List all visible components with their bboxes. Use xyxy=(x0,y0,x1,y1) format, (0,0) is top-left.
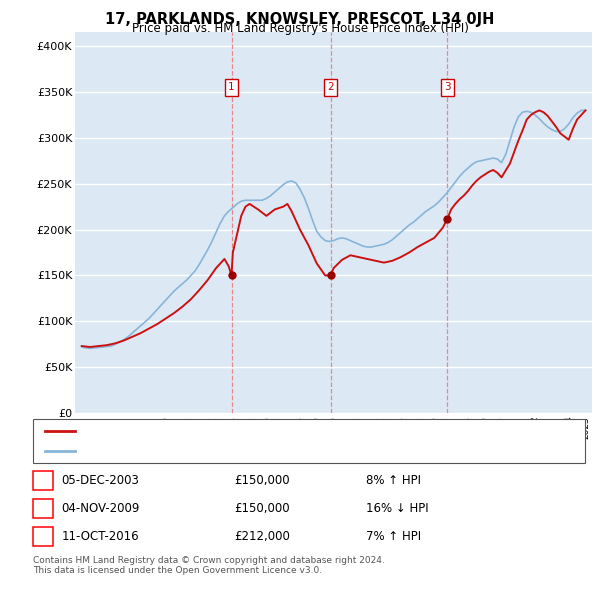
Text: Price paid vs. HM Land Registry's House Price Index (HPI): Price paid vs. HM Land Registry's House … xyxy=(131,22,469,35)
Text: 7% ↑ HPI: 7% ↑ HPI xyxy=(366,530,421,543)
Text: 17, PARKLANDS, KNOWSLEY, PRESCOT, L34 0JH (detached house): 17, PARKLANDS, KNOWSLEY, PRESCOT, L34 0J… xyxy=(78,427,421,436)
Text: 1: 1 xyxy=(228,83,235,93)
Text: 3: 3 xyxy=(40,530,47,543)
Text: 2: 2 xyxy=(328,83,334,93)
Text: Contains HM Land Registry data © Crown copyright and database right 2024.: Contains HM Land Registry data © Crown c… xyxy=(33,556,385,565)
Text: 8% ↑ HPI: 8% ↑ HPI xyxy=(366,474,421,487)
Text: 11-OCT-2016: 11-OCT-2016 xyxy=(61,530,139,543)
Text: 3: 3 xyxy=(444,83,451,93)
Text: This data is licensed under the Open Government Licence v3.0.: This data is licensed under the Open Gov… xyxy=(33,566,322,575)
Text: HPI: Average price, detached house, Knowsley: HPI: Average price, detached house, Know… xyxy=(78,446,320,455)
Text: 16% ↓ HPI: 16% ↓ HPI xyxy=(366,502,428,515)
Text: 2: 2 xyxy=(40,502,47,515)
Text: 05-DEC-2003: 05-DEC-2003 xyxy=(61,474,139,487)
Text: 17, PARKLANDS, KNOWSLEY, PRESCOT, L34 0JH: 17, PARKLANDS, KNOWSLEY, PRESCOT, L34 0J… xyxy=(106,12,494,27)
Text: 1: 1 xyxy=(40,474,47,487)
Text: £150,000: £150,000 xyxy=(234,474,290,487)
Text: £212,000: £212,000 xyxy=(234,530,290,543)
Text: £150,000: £150,000 xyxy=(234,502,290,515)
Text: 04-NOV-2009: 04-NOV-2009 xyxy=(61,502,140,515)
